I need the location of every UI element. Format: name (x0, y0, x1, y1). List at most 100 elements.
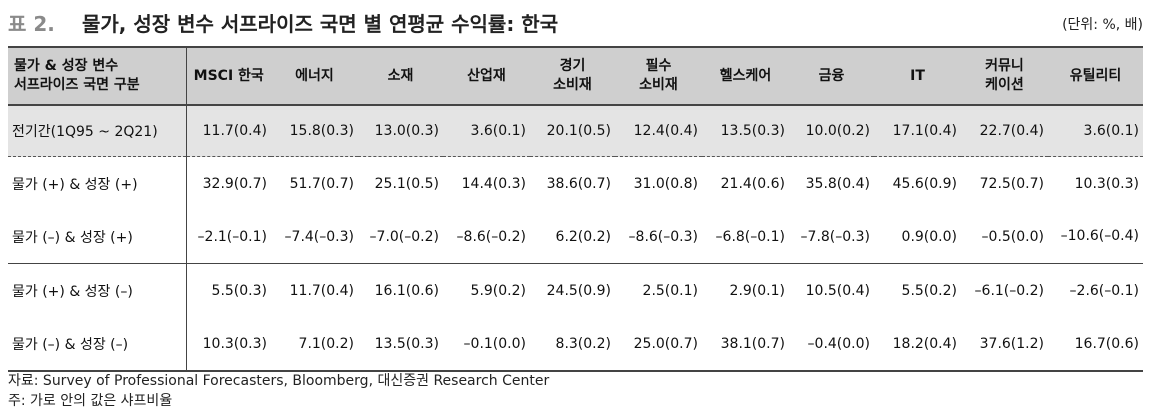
table-cell: 37.6(1.2) (961, 317, 1048, 372)
table-cell: –0.4(0.0) (789, 317, 874, 372)
column-header-label: 커뮤니 (985, 58, 1024, 74)
corner-header: 물가 & 성장 변수 서프라이즈 국면 구분 (8, 46, 187, 106)
returns-table: 물가 & 성장 변수 서프라이즈 국면 구분 MSCI 한국 에너지 소재 산업… (8, 46, 1143, 372)
table-cell: 35.8(0.4) (805, 175, 870, 192)
table-cell: 14.4(0.3) (461, 175, 526, 192)
table-cell: 15.8(0.3) (271, 105, 358, 157)
table-cell: 0.9(0.0) (874, 210, 961, 264)
table-row: 물가 (+) & 성장 (–) 5.5(0.3) 11.7(0.4) 16.1(… (8, 263, 1143, 317)
footnote: 주: 가로 안의 값은 샤프비율 (8, 393, 173, 409)
column-header-label: MSCI 한국 (193, 67, 264, 84)
table-cell: 72.5(0.7) (979, 175, 1044, 192)
table-cell: 25.0(0.7) (615, 317, 702, 372)
table-cell: 16.7(0.6) (1048, 317, 1143, 372)
table-cell: 3.6(0.1) (443, 105, 530, 157)
column-header-label: 소재 (387, 67, 414, 84)
table-cell: –2.1(–0.1) (186, 210, 271, 264)
page-title: 물가, 성장 변수 서프라이즈 국면 별 연평균 수익률: 한국 (82, 12, 559, 36)
row-label: 물가 (–) & 성장 (+) (8, 210, 187, 264)
table-cell: 13.5(0.3) (358, 317, 443, 372)
table-cell: –6.8(–0.1) (702, 210, 789, 264)
table-cell: 5.9(0.2) (470, 282, 526, 299)
table-cell: –2.6(–0.1) (1069, 282, 1139, 299)
column-header-label: 경기 (559, 58, 586, 74)
row-label: 전기간(1Q95 ~ 2Q21) (8, 105, 187, 157)
title-row: 표 2. 물가, 성장 변수 서프라이즈 국면 별 연평균 수익률: 한국 (단… (8, 6, 1143, 36)
table-cell: 16.1(0.6) (374, 282, 439, 299)
table-cell: –7.0(–0.2) (358, 210, 443, 264)
column-header-label: 산업재 (467, 67, 506, 84)
source-note: 자료: Survey of Professional Forecasters, … (8, 373, 550, 389)
table-cell: 5.5(0.2) (901, 282, 957, 299)
column-header: 산업재 (443, 46, 530, 106)
column-header: IT (874, 46, 961, 106)
table-cell: 45.6(0.9) (892, 175, 957, 192)
row-label: 물가 (+) & 성장 (–) (8, 263, 187, 317)
table-cell: –0.1(0.0) (443, 317, 530, 372)
table-cell: 10.3(0.3) (186, 317, 271, 372)
row-label: 물가 (+) & 성장 (+) (8, 156, 187, 210)
table-cell: 32.9(0.7) (202, 175, 267, 192)
table-row: 물가 (–) & 성장 (+) –2.1(–0.1) –7.4(–0.3) –7… (8, 210, 1143, 264)
column-header: 소재 (358, 46, 443, 106)
table-cell: 8.3(0.2) (530, 317, 615, 372)
table-cell: 25.1(0.5) (374, 175, 439, 192)
table-cell: 24.5(0.9) (546, 282, 611, 299)
column-header: 금융 (789, 46, 874, 106)
table-cell: 13.5(0.3) (702, 105, 789, 157)
table-number: 표 2. (8, 12, 55, 36)
table-cell: 3.6(0.1) (1048, 105, 1143, 157)
table-cell: 18.2(0.4) (874, 317, 961, 372)
column-header-label: 에너지 (295, 67, 334, 84)
table-cell: –8.6(–0.2) (443, 210, 530, 264)
column-header-label: IT (910, 67, 925, 84)
column-header-label: 필수 (645, 58, 672, 74)
column-header: 유틸리티 (1048, 46, 1143, 106)
header-row: 물가 & 성장 변수 서프라이즈 국면 구분 MSCI 한국 에너지 소재 산업… (8, 46, 1143, 106)
table-cell: 10.5(0.4) (805, 282, 870, 299)
column-header: MSCI 한국 (186, 46, 271, 106)
column-header-label: 케이션 (985, 77, 1024, 93)
table-cell: 5.5(0.3) (211, 282, 267, 299)
table-cell: 51.7(0.7) (289, 175, 354, 192)
column-header: 필수 소비재 (615, 46, 702, 106)
table-cell: –7.4(–0.3) (271, 210, 358, 264)
table-cell: –7.8(–0.3) (789, 210, 874, 264)
unit-label: (단위: %, 배) (1062, 17, 1143, 33)
column-header: 헬스케어 (702, 46, 789, 106)
table-cell: 17.1(0.4) (874, 105, 961, 157)
table-cell: –10.6(–0.4) (1048, 210, 1143, 264)
table-cell: 10.3(0.3) (1074, 175, 1139, 192)
table-cell: 11.7(0.4) (186, 105, 271, 157)
table-cell: 38.1(0.7) (702, 317, 789, 372)
column-header-label: 유틸리티 (1069, 67, 1122, 84)
table-cell: 11.7(0.4) (289, 282, 354, 299)
column-header-label: 금융 (818, 67, 845, 84)
column-header-label: 소비재 (639, 77, 678, 93)
table-cell: 12.4(0.4) (615, 105, 702, 157)
table-cell: 6.2(0.2) (530, 210, 615, 264)
table-row: 물가 (–) & 성장 (–) 10.3(0.3) 7.1(0.2) 13.5(… (8, 317, 1143, 372)
row-label: 물가 (–) & 성장 (–) (8, 317, 187, 372)
table-cell: 31.0(0.8) (633, 175, 698, 192)
table-cell: 13.0(0.3) (358, 105, 443, 157)
column-header-label: 헬스케어 (719, 67, 772, 84)
table-cell: 38.6(0.7) (546, 175, 611, 192)
table-cell: 22.7(0.4) (961, 105, 1048, 157)
table-cell: 10.0(0.2) (789, 105, 874, 157)
column-header: 에너지 (271, 46, 358, 106)
table-cell: –6.1(–0.2) (974, 282, 1044, 299)
table-row: 물가 (+) & 성장 (+) 32.9(0.7) 51.7(0.7) 25.1… (8, 156, 1143, 210)
table-cell: 21.4(0.6) (720, 175, 785, 192)
column-header-label: 소비재 (553, 77, 592, 93)
column-header: 커뮤니 케이션 (961, 46, 1048, 106)
corner-header-line: 서프라이즈 국면 구분 (14, 77, 140, 93)
table-cell: 2.9(0.1) (729, 282, 785, 299)
table-cell: –8.6(–0.3) (615, 210, 702, 264)
corner-header-line: 물가 & 성장 변수 (14, 58, 119, 74)
table-cell: 2.5(0.1) (642, 282, 698, 299)
table-cell: 7.1(0.2) (271, 317, 358, 372)
column-header: 경기 소비재 (530, 46, 615, 106)
table-cell: 20.1(0.5) (530, 105, 615, 157)
table-cell: –0.5(0.0) (961, 210, 1048, 264)
